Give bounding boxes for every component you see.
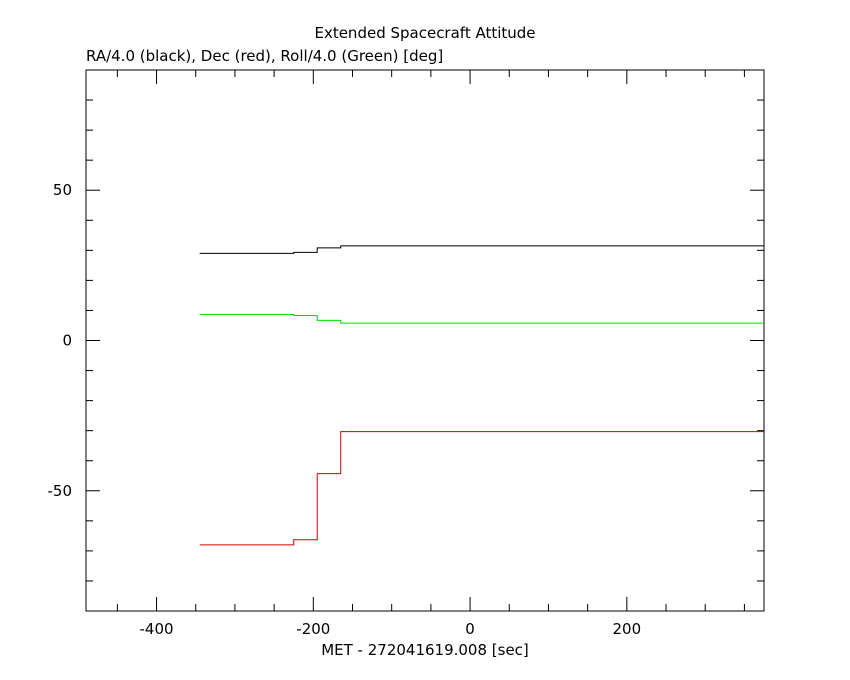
x-tick-label: 200	[613, 620, 642, 638]
x-tick-label: -400	[140, 620, 174, 638]
y-tick-label: 0	[62, 332, 72, 350]
series-line-2	[199, 431, 764, 546]
x-tick-label: 0	[465, 620, 475, 638]
y-tick-label: -50	[48, 482, 73, 500]
y-tick-label: 50	[53, 181, 72, 199]
plot-frame	[85, 69, 765, 612]
data-series	[199, 245, 764, 546]
chart-subtitle: RA/4.0 (black), Dec (red), Roll/4.0 (Gre…	[86, 47, 443, 65]
series-line-1	[199, 245, 764, 254]
x-tick-label: -200	[296, 620, 330, 638]
axis-ticks	[86, 70, 764, 611]
axis-tick-labels: -400 -200 0 200 -50 0 50	[48, 181, 642, 638]
x-axis-label: MET - 272041619.008 [sec]	[321, 641, 529, 659]
chart-title: Extended Spacecraft Attitude	[314, 24, 535, 42]
series-line-3	[199, 313, 764, 324]
